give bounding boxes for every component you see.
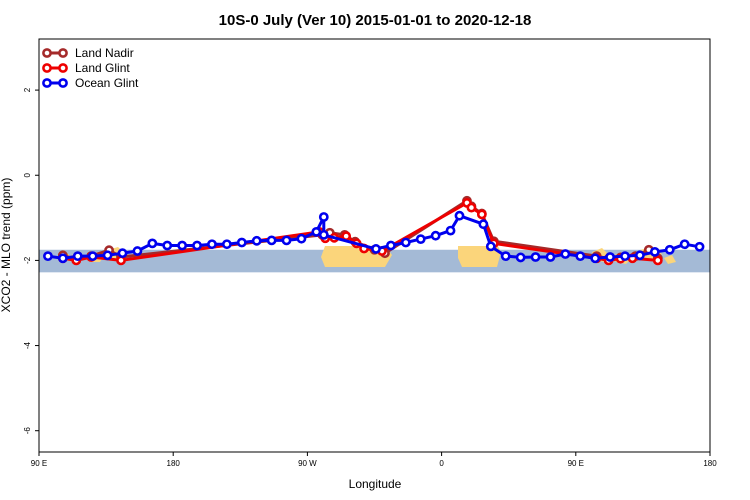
series-layer — [43, 195, 705, 266]
legend-marker-land-glint — [42, 63, 52, 73]
ocean-glint-point — [311, 226, 322, 237]
ocean-glint-point — [485, 241, 496, 252]
y-tick-label: 0 — [23, 172, 32, 177]
ocean-glint-point — [649, 246, 660, 257]
land-glint-point — [341, 231, 352, 242]
ocean-glint-point — [515, 252, 526, 263]
ocean-glint-point — [545, 252, 556, 262]
ocean-glint-point — [400, 237, 411, 248]
legend-label-land-glint: Land Glint — [75, 61, 130, 75]
x-axis-ticks: 90 E 180 90 W 0 90 E 180 — [31, 452, 717, 468]
ocean-glint-point — [236, 237, 247, 248]
legend-label-land-nadir: Land Nadir — [75, 46, 134, 60]
ocean-glint-point — [57, 253, 68, 264]
plot-frame — [38, 38, 711, 453]
ocean-glint-point — [664, 244, 675, 255]
ocean-glint-point — [318, 212, 329, 222]
ocean-glint-point — [266, 235, 277, 246]
ocean-glint-point — [590, 253, 601, 264]
legend-marker-land-nadir — [42, 48, 52, 58]
y-tick-label: -2 — [23, 256, 32, 264]
ocean-glint-point — [430, 230, 441, 241]
series-ocean-glint — [43, 210, 705, 264]
ocean-glint-point — [575, 251, 586, 262]
ocean-glint-point — [386, 240, 396, 251]
ocean-glint-point — [478, 219, 489, 230]
land-shape — [664, 255, 676, 264]
legend-marker-land-nadir — [58, 48, 68, 58]
chart-title: 10S-0 July (Ver 10) 2015-01-01 to 2020-1… — [219, 12, 532, 29]
ocean-glint-point — [454, 210, 465, 221]
ocean-glint-point — [605, 252, 615, 262]
ocean-glint-point — [530, 252, 541, 262]
ocean-glint-point — [192, 240, 202, 251]
ocean-glint-point — [694, 241, 705, 252]
ocean-glint-point — [43, 251, 53, 262]
legend-marker-ocean-glint — [58, 78, 68, 88]
x-tick-label: 90 E — [568, 459, 584, 468]
ocean-glint-point — [371, 244, 381, 254]
ocean-glint-point — [147, 238, 158, 249]
y-axis-ticks: 2 0 -2 -4 -6 — [23, 87, 39, 434]
ocean-glint-point — [102, 250, 113, 261]
ocean-glint-point — [296, 233, 307, 244]
ocean-glint-point — [679, 239, 690, 250]
ocean-glint-point — [251, 235, 262, 246]
ocean-glint-point — [560, 249, 571, 259]
ocean-glint-point — [162, 240, 173, 251]
ocean-glint-point — [87, 251, 98, 262]
ocean-glint-point — [177, 240, 188, 251]
ocean-glint-point — [635, 250, 645, 261]
x-tick-label: 90 W — [298, 459, 317, 468]
y-tick-label: 2 — [23, 87, 32, 92]
land-glint-point — [652, 255, 663, 266]
x-tick-label: 90 E — [31, 459, 47, 468]
ocean-glint-point — [207, 239, 217, 250]
ocean-glint-point — [415, 234, 426, 245]
x-tick-label: 0 — [439, 459, 444, 468]
ocean-glint-point — [500, 251, 511, 262]
ocean-glint-point — [445, 225, 456, 236]
ocean-glint-point — [318, 229, 329, 240]
x-tick-label: 180 — [703, 459, 717, 468]
y-axis-label: XCO2 - MLO trend (ppm) — [0, 178, 13, 313]
ocean-glint-point — [132, 246, 143, 256]
land-glint-point — [476, 209, 487, 220]
ocean-glint-point — [221, 239, 232, 250]
ocean-glint-point — [72, 251, 83, 262]
land-shape — [458, 246, 501, 267]
legend-label-ocean-glint: Ocean Glint — [75, 76, 139, 90]
y-tick-label: -4 — [23, 341, 32, 349]
legend-marker-ocean-glint — [42, 78, 52, 88]
y-tick-label: -6 — [23, 427, 32, 435]
ocean-glint-point — [117, 248, 128, 259]
ocean-glint-point — [620, 251, 630, 262]
x-tick-label: 180 — [167, 459, 181, 468]
x-axis-label: Longitude — [349, 477, 402, 491]
land-glint-point — [466, 202, 477, 213]
ocean-glint-point — [281, 235, 292, 246]
legend-marker-land-glint — [58, 63, 68, 73]
